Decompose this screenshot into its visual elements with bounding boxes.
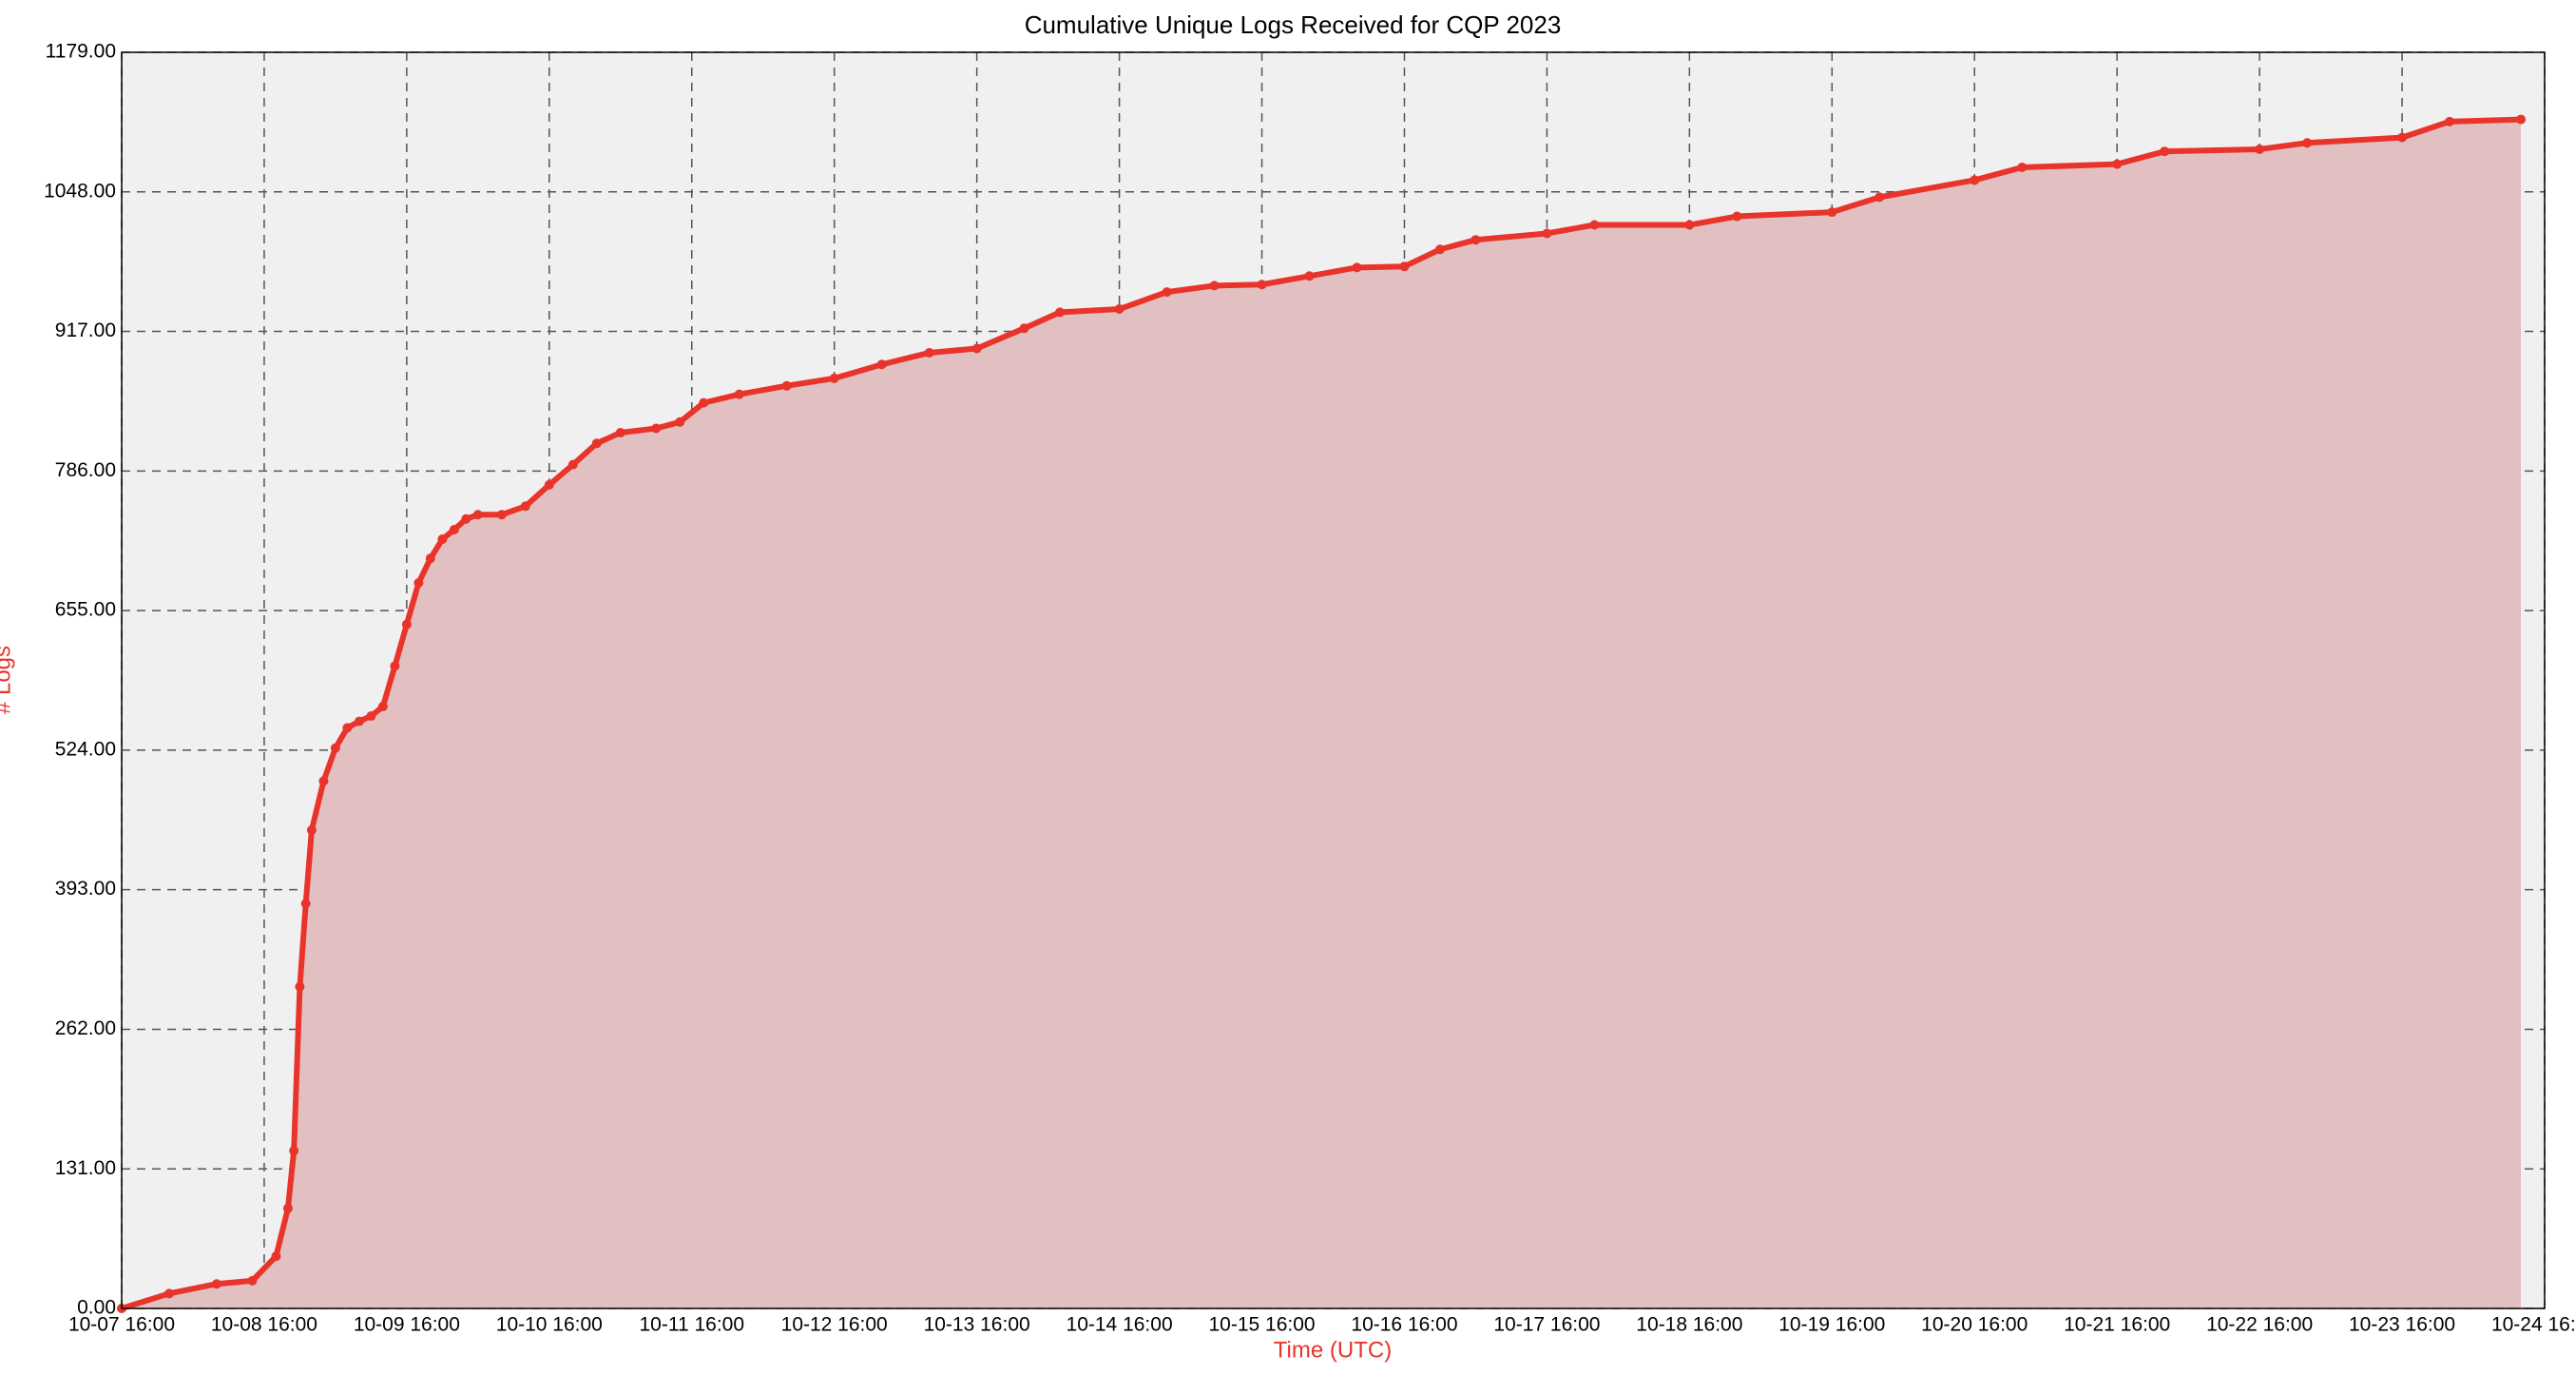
point: [615, 427, 625, 437]
point: [1019, 323, 1029, 334]
point: [1589, 220, 1600, 230]
point: [567, 459, 578, 470]
y-tick-label: 131.00: [55, 1157, 116, 1179]
point: [390, 661, 400, 671]
point: [1304, 271, 1315, 281]
x-tick-label: 10-09 16:00: [354, 1314, 460, 1336]
point: [1471, 235, 1481, 245]
x-tick-label: 10-19 16:00: [1778, 1314, 1885, 1336]
point: [306, 824, 317, 835]
point: [2516, 114, 2527, 125]
y-tick-label: 786.00: [55, 459, 116, 481]
point: [651, 423, 662, 434]
point: [1352, 262, 1362, 273]
x-tick-label: 10-14 16:00: [1067, 1314, 1173, 1336]
point: [496, 510, 507, 520]
y-tick-label: 655.00: [55, 599, 116, 621]
point: [1970, 175, 1980, 185]
point: [520, 501, 530, 512]
y-tick-label: 0.00: [77, 1297, 116, 1319]
point: [366, 711, 376, 722]
point: [295, 981, 305, 992]
point: [1827, 207, 1837, 218]
point: [734, 389, 744, 399]
point: [1399, 261, 1410, 272]
point: [1434, 244, 1445, 255]
point: [1055, 307, 1066, 318]
x-tick-label: 10-10 16:00: [496, 1314, 603, 1336]
point: [924, 347, 934, 358]
y-axis-label: # Logs: [0, 646, 15, 714]
point: [2017, 163, 2028, 173]
point: [1732, 211, 1742, 222]
x-tick-label: 10-16 16:00: [1351, 1314, 1457, 1336]
point: [425, 553, 435, 564]
y-tick-label: 1048.00: [44, 180, 116, 202]
x-tick-label: 10-24 16:00: [2491, 1314, 2576, 1336]
point: [544, 479, 554, 490]
y-tick-label: 262.00: [55, 1017, 116, 1039]
x-tick-label: 10-11 16:00: [639, 1314, 744, 1336]
point: [1162, 287, 1172, 298]
point: [437, 534, 448, 545]
point: [876, 359, 887, 370]
point: [318, 776, 329, 786]
point: [1684, 220, 1695, 230]
point: [1114, 304, 1125, 315]
point: [1874, 192, 1885, 203]
point: [163, 1288, 174, 1299]
x-tick-label: 10-15 16:00: [1208, 1314, 1315, 1336]
chart-title: Cumulative Unique Logs Received for CQP …: [1025, 10, 1562, 39]
point: [2112, 159, 2123, 169]
x-tick-label: 10-17 16:00: [1493, 1314, 1600, 1336]
point: [591, 438, 602, 449]
point: [289, 1146, 299, 1156]
point: [472, 510, 483, 520]
point: [781, 380, 792, 391]
area: [122, 119, 2522, 1309]
point: [971, 343, 982, 354]
point: [300, 899, 311, 909]
point: [829, 373, 839, 383]
point: [377, 701, 388, 711]
point: [2160, 146, 2170, 157]
point: [675, 416, 685, 427]
y-tick-label: 917.00: [55, 320, 116, 341]
y-tick-label: 1179.00: [46, 41, 116, 63]
point: [2255, 144, 2265, 154]
x-tick-label: 10-22 16:00: [2206, 1314, 2313, 1336]
point: [2445, 116, 2455, 126]
x-tick-label: 10-08 16:00: [211, 1314, 317, 1336]
point: [247, 1275, 258, 1286]
x-tick-label: 10-23 16:00: [2349, 1314, 2455, 1336]
point: [282, 1203, 293, 1213]
point: [449, 524, 459, 534]
x-tick-label: 10-12 16:00: [781, 1314, 888, 1336]
point: [1209, 281, 1220, 291]
x-tick-label: 10-07 16:00: [68, 1314, 175, 1336]
x-tick-label: 10-21 16:00: [2064, 1314, 2170, 1336]
x-axis-label: Time (UTC): [1274, 1337, 1392, 1363]
point: [354, 716, 364, 726]
point: [1542, 228, 1552, 239]
point: [401, 619, 412, 629]
y-tick-label: 524.00: [55, 738, 116, 760]
plot-border: [121, 51, 2546, 1309]
x-tick-label: 10-18 16:00: [1636, 1314, 1742, 1336]
point: [2302, 138, 2313, 148]
point: [699, 397, 709, 408]
point: [413, 577, 424, 588]
point: [342, 723, 353, 733]
point: [1257, 280, 1267, 290]
point: [211, 1279, 221, 1289]
x-tick-label: 10-13 16:00: [924, 1314, 1030, 1336]
y-tick-label: 393.00: [55, 878, 116, 900]
point: [2397, 132, 2408, 143]
point: [461, 513, 471, 524]
point: [330, 743, 340, 753]
point: [271, 1251, 281, 1262]
x-tick-label: 10-20 16:00: [1921, 1314, 2028, 1336]
